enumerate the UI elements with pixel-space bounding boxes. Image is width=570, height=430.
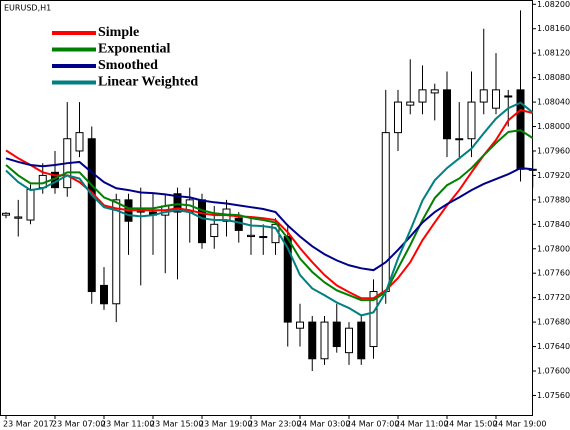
x-tick-label: 24 Mar 03:00 — [297, 420, 350, 429]
legend-label: Exponential — [98, 42, 170, 57]
candle-body — [247, 234, 255, 238]
candle-body — [234, 217, 243, 231]
x-tick-label: 23 Mar 15:00 — [150, 420, 203, 429]
candle-body — [198, 199, 206, 244]
x-tick-label: 24 Mar 07:00 — [346, 420, 399, 429]
y-tick-label: 1.07840 — [537, 220, 570, 229]
candle-body — [2, 212, 10, 216]
candle-body — [308, 321, 317, 360]
candle-body — [210, 223, 219, 238]
x-tick-label: 23 Mar 23:00 — [248, 420, 301, 429]
y-tick-label: 1.07600 — [537, 366, 570, 375]
candle-body — [430, 89, 439, 94]
candle-body — [381, 132, 390, 293]
y-tick-label: 1.07920 — [537, 171, 570, 180]
candle-body — [394, 101, 402, 134]
x-tick-label: 23 Mar 19:00 — [199, 420, 252, 429]
candle-body — [87, 138, 96, 293]
y-tick-label: 1.07560 — [537, 391, 570, 400]
y-tick-label: 1.08120 — [537, 49, 570, 58]
candle-body — [357, 321, 366, 360]
candle-body — [369, 291, 378, 348]
plot-frame — [0, 0, 533, 416]
candle-body — [26, 188, 35, 221]
x-tick-label: 24 Mar 11:00 — [395, 420, 448, 429]
y-tick-label: 1.08080 — [537, 73, 570, 82]
legend-label: Simple — [98, 25, 139, 40]
candle-body — [320, 321, 329, 360]
y-tick-label: 1.07720 — [537, 293, 570, 302]
candle-body — [406, 101, 415, 106]
candle-body — [296, 321, 304, 329]
y-tick-label: 1.08000 — [537, 122, 570, 131]
x-tick-label: 23 Mar 11:00 — [101, 420, 154, 429]
ma-line — [5, 129, 534, 302]
candle-body — [418, 89, 427, 103]
legend-label: Smoothed — [98, 58, 158, 73]
ma-line — [5, 108, 533, 300]
ma-line — [5, 101, 534, 317]
candle-body — [173, 193, 182, 213]
candle-body — [259, 236, 268, 239]
candle-body — [443, 89, 451, 140]
candle-body — [75, 132, 84, 152]
x-tick-label: 23 Mar 07:00 — [52, 420, 105, 429]
y-tick-label: 1.07880 — [537, 195, 570, 204]
y-tick-label: 1.07680 — [537, 318, 570, 327]
x-tick-label: 24 Mar 19:00 — [493, 420, 546, 429]
y-tick-label: 1.07960 — [537, 146, 570, 155]
candle-body — [492, 89, 500, 109]
y-tick-label: 1.07640 — [537, 342, 570, 351]
candle-body — [504, 95, 513, 98]
x-tick-label: 23 Mar 2017 — [3, 420, 54, 429]
y-tick-label: 1.07800 — [537, 244, 570, 253]
candle-body — [479, 89, 488, 103]
candle-body — [455, 138, 464, 141]
candle-body — [332, 321, 341, 348]
candle-body — [112, 199, 121, 305]
y-tick-label: 1.07760 — [537, 269, 570, 278]
ma-line — [5, 157, 533, 272]
chart-title: EURUSD,H1 — [4, 4, 51, 13]
candle-body — [345, 327, 353, 354]
candle-body — [14, 216, 23, 219]
legend-label: Linear Weighted — [98, 75, 198, 90]
y-tick-label: 1.08200 — [537, 0, 570, 9]
y-tick-label: 1.08040 — [537, 98, 570, 107]
candle-body — [467, 101, 476, 140]
candle-body — [100, 284, 108, 305]
x-tick-label: 24 Mar 15:00 — [444, 420, 497, 429]
candle-body — [283, 236, 292, 323]
y-tick-label: 1.08160 — [537, 24, 570, 33]
